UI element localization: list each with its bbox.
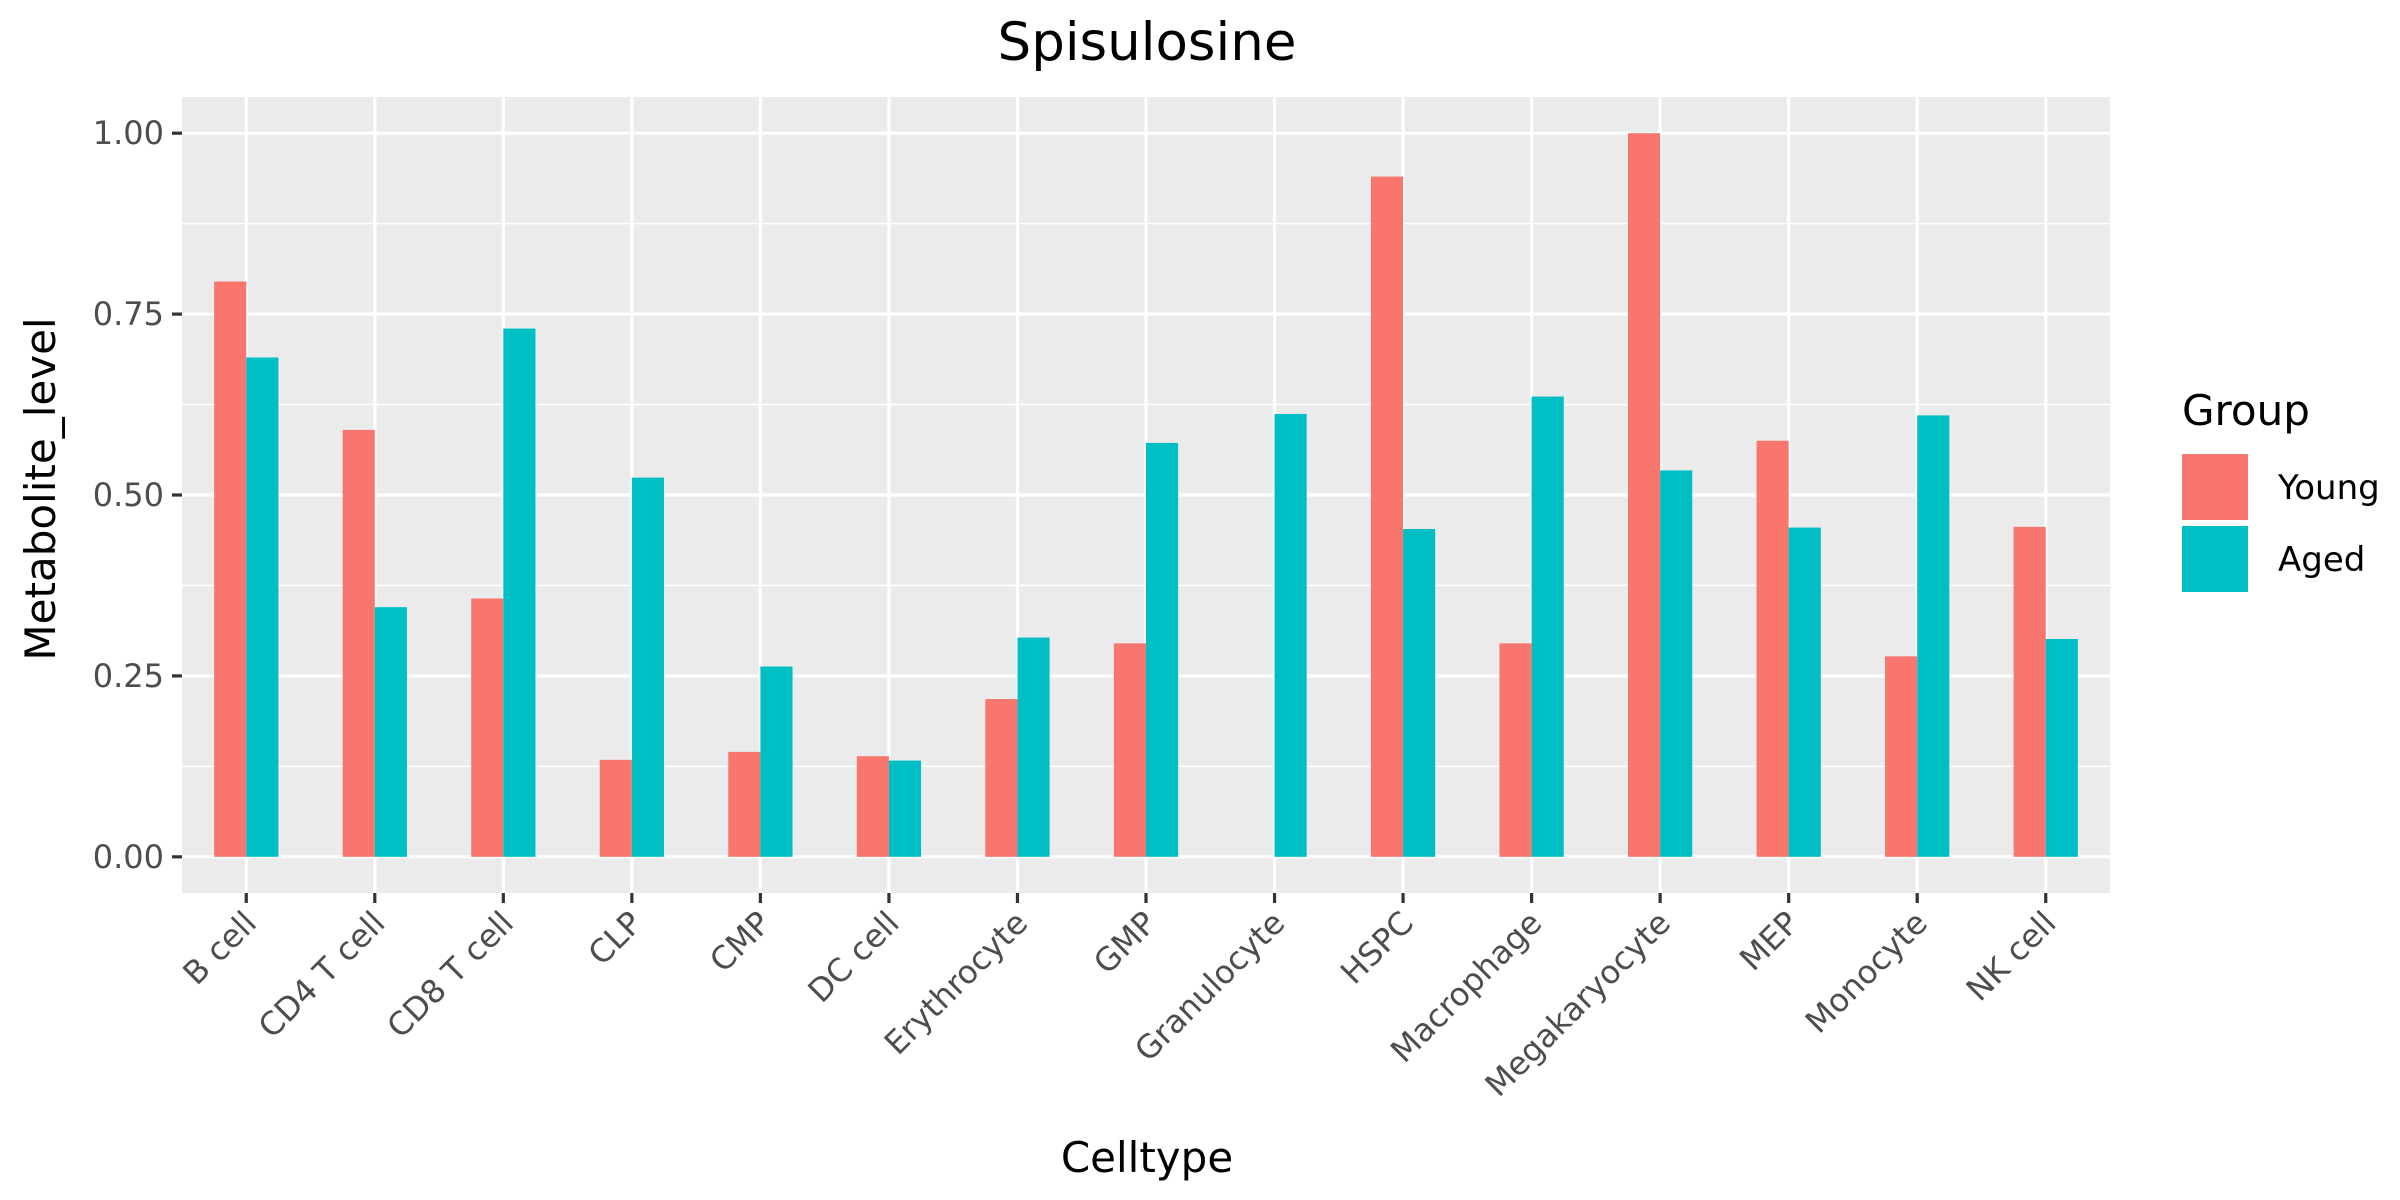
bar-aged-clp [631, 477, 664, 857]
y-axis: 0.00 0.25 0.50 0.75 1.00 [93, 114, 182, 876]
y-tick-label: 0.50 [93, 476, 164, 514]
bar-young-cmp [728, 751, 761, 857]
x-tick-label: CLP [581, 904, 650, 973]
bar-aged-gmp [1146, 442, 1179, 857]
bar-aged-nk-cell [2045, 639, 2078, 857]
bar-young-monocyte [1885, 656, 1918, 857]
bar-aged-cd8-t-cell [503, 328, 536, 857]
bar-young-dc-cell [856, 756, 889, 857]
y-tick-label: 0.25 [93, 657, 164, 695]
x-tick-label: CMP [702, 904, 778, 980]
bar-aged-b-cell [246, 357, 279, 857]
bar-aged-megakaryocyte [1660, 470, 1693, 857]
y-tick-label: 1.00 [93, 114, 164, 152]
y-tick-label: 0.75 [93, 295, 164, 333]
legend-label-aged: Aged [2278, 540, 2365, 580]
bar-young-mep [1756, 440, 1789, 857]
bar-aged-mep [1788, 527, 1821, 857]
x-tick-label: B cell [175, 904, 264, 993]
y-tick-label: 0.00 [93, 838, 164, 876]
y-axis-title: Metabolite_level [16, 317, 65, 660]
bar-young-erythrocyte [985, 699, 1018, 857]
bar-aged-dc-cell [888, 760, 922, 857]
bar-young-macrophage [1499, 643, 1532, 857]
bar-aged-granulocyte [1274, 413, 1307, 857]
x-tick-label: MEP [1732, 904, 1806, 978]
legend-key-young [2182, 454, 2248, 520]
bar-aged-erythrocyte [1017, 637, 1050, 857]
bar-aged-hspc [1403, 529, 1436, 857]
x-tick-label: CD4 T cell [251, 904, 393, 1046]
chart-title: Spisulosine [998, 12, 1297, 73]
bar-young-cd4-t-cell [342, 429, 375, 857]
x-tick-label: NK cell [1959, 904, 2064, 1009]
bar-young-clp [599, 759, 632, 857]
x-tick-label: HSPC [1333, 904, 1421, 992]
bar-young-hspc [1370, 176, 1404, 857]
bar-young-gmp [1113, 643, 1146, 857]
x-tick-label: CD8 T cell [379, 904, 521, 1046]
x-axis-title: Celltype [1061, 1133, 1233, 1182]
bar-young-cd8-t-cell [471, 598, 504, 857]
bar-young-nk-cell [2013, 526, 2046, 857]
bar-aged-monocyte [1917, 415, 1950, 857]
bar-aged-cmp [760, 666, 793, 857]
bars [214, 133, 2078, 857]
legend: Group Young Aged [2182, 386, 2380, 592]
x-tick-label: Monocyte [1798, 904, 1935, 1041]
bar-young-b-cell [214, 281, 247, 857]
bar-aged-macrophage [1531, 396, 1564, 857]
bar-young-megakaryocyte [1628, 133, 1661, 857]
legend-title: Group [2182, 386, 2310, 435]
x-tick-label: DC cell [800, 904, 906, 1010]
legend-key-aged [2182, 526, 2248, 592]
bar-aged-cd4-t-cell [374, 607, 407, 857]
legend-label-young: Young [2277, 468, 2380, 508]
x-tick-label: GMP [1086, 904, 1164, 982]
